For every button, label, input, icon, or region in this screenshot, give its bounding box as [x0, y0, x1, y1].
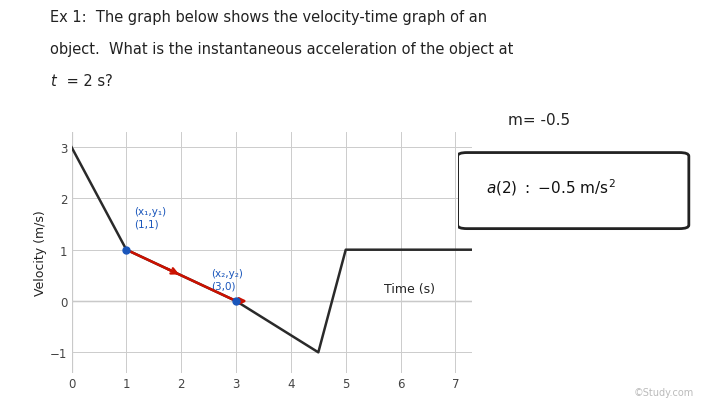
Y-axis label: Velocity (m/s): Velocity (m/s): [34, 210, 47, 296]
Text: ©Study.com: ©Study.com: [633, 387, 694, 397]
Text: object.  What is the instantaneous acceleration of the object at: object. What is the instantaneous accele…: [50, 42, 513, 57]
Text: Ex 1:  The graph below shows the velocity-time graph of an: Ex 1: The graph below shows the velocity…: [50, 10, 487, 25]
Text: $a(2)\ :\ {-0.5}\ \mathregular{m/s}^2$: $a(2)\ :\ {-0.5}\ \mathregular{m/s}^2$: [486, 176, 616, 197]
Text: Time (s): Time (s): [384, 282, 435, 295]
Text: m= -0.5: m= -0.5: [508, 112, 570, 127]
Text: t: t: [50, 74, 56, 89]
Text: = 2 s?: = 2 s?: [62, 74, 113, 89]
FancyBboxPatch shape: [458, 153, 689, 229]
Text: (x₁,y₁)
(1,1): (x₁,y₁) (1,1): [134, 207, 167, 229]
Text: (x₂,y₂)
(3,0): (x₂,y₂) (3,0): [212, 268, 243, 290]
